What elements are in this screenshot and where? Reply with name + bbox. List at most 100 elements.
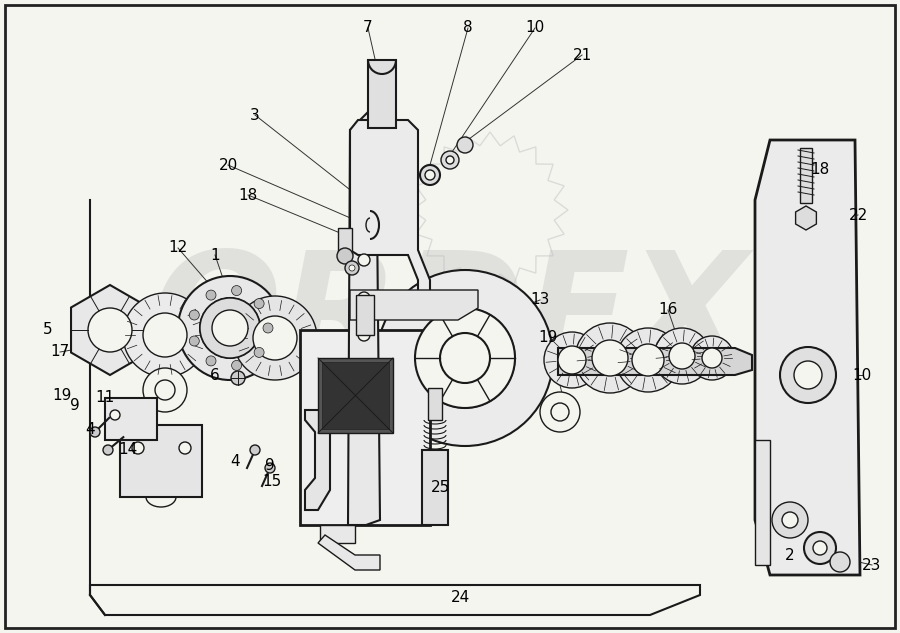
Polygon shape: [350, 120, 430, 305]
Bar: [356, 295, 374, 335]
Circle shape: [690, 336, 734, 380]
Circle shape: [178, 276, 282, 380]
Polygon shape: [71, 285, 149, 375]
Text: 9: 9: [266, 458, 274, 472]
Circle shape: [349, 265, 355, 271]
Circle shape: [263, 323, 273, 333]
Text: 4: 4: [86, 422, 94, 437]
Circle shape: [206, 290, 216, 300]
Circle shape: [254, 299, 264, 308]
Text: 21: 21: [572, 47, 591, 63]
Circle shape: [441, 151, 459, 169]
Bar: [105, 398, 157, 440]
Circle shape: [90, 427, 100, 437]
Text: 18: 18: [810, 163, 830, 177]
Circle shape: [250, 445, 260, 455]
Text: 13: 13: [530, 292, 550, 308]
Circle shape: [337, 248, 353, 264]
Circle shape: [179, 442, 191, 454]
Text: 4: 4: [230, 454, 239, 470]
Circle shape: [200, 298, 260, 358]
Circle shape: [231, 360, 241, 370]
Bar: [338, 228, 352, 256]
Circle shape: [103, 445, 113, 455]
Bar: [120, 425, 202, 497]
Circle shape: [231, 285, 241, 296]
Circle shape: [782, 512, 798, 528]
Circle shape: [233, 296, 317, 380]
Polygon shape: [796, 206, 816, 230]
Text: 1: 1: [211, 248, 220, 263]
Text: 14: 14: [119, 442, 138, 458]
Circle shape: [632, 344, 664, 376]
Text: 7: 7: [364, 20, 373, 35]
Text: 10: 10: [852, 368, 871, 382]
Circle shape: [551, 403, 569, 421]
Circle shape: [794, 361, 822, 389]
Circle shape: [231, 371, 245, 385]
Circle shape: [212, 310, 248, 346]
Polygon shape: [348, 110, 380, 525]
Circle shape: [544, 332, 600, 388]
Text: 23: 23: [862, 558, 882, 572]
Circle shape: [200, 298, 260, 358]
Polygon shape: [755, 440, 770, 565]
Circle shape: [189, 336, 199, 346]
Text: 19: 19: [52, 387, 72, 403]
Polygon shape: [755, 140, 860, 575]
Text: 5: 5: [43, 322, 53, 337]
Text: 3: 3: [250, 108, 260, 123]
Polygon shape: [558, 348, 752, 375]
Text: 16: 16: [658, 303, 678, 318]
Circle shape: [123, 293, 207, 377]
Circle shape: [830, 552, 850, 572]
Text: ORDEX: ORDEX: [152, 246, 748, 394]
Text: 11: 11: [95, 391, 114, 406]
Text: 9: 9: [70, 398, 80, 413]
Circle shape: [420, 165, 440, 185]
Circle shape: [189, 310, 199, 320]
Circle shape: [254, 348, 264, 358]
Text: 10: 10: [526, 20, 544, 35]
Text: 6: 6: [210, 368, 220, 382]
Circle shape: [669, 343, 695, 369]
Text: 20: 20: [219, 158, 238, 173]
Circle shape: [143, 313, 187, 357]
Circle shape: [702, 348, 722, 368]
Circle shape: [155, 380, 175, 400]
Circle shape: [654, 328, 710, 384]
Circle shape: [206, 356, 216, 366]
Circle shape: [143, 368, 187, 412]
Circle shape: [415, 308, 515, 408]
Text: 22: 22: [849, 208, 868, 223]
Circle shape: [772, 502, 808, 538]
Circle shape: [358, 329, 370, 341]
Circle shape: [575, 323, 645, 393]
Text: 19: 19: [538, 330, 558, 346]
Circle shape: [616, 328, 680, 392]
Polygon shape: [305, 410, 330, 510]
Circle shape: [265, 463, 275, 473]
Circle shape: [804, 532, 836, 564]
Circle shape: [88, 308, 132, 352]
Circle shape: [358, 364, 370, 376]
Polygon shape: [318, 535, 380, 570]
Circle shape: [440, 333, 490, 383]
Text: 2: 2: [785, 548, 795, 563]
Circle shape: [446, 156, 454, 164]
Text: 18: 18: [238, 187, 257, 203]
Circle shape: [345, 261, 359, 275]
Circle shape: [358, 254, 370, 266]
Bar: [422, 450, 448, 525]
Circle shape: [132, 442, 144, 454]
Circle shape: [425, 170, 435, 180]
Circle shape: [377, 270, 553, 446]
Circle shape: [558, 346, 586, 374]
Polygon shape: [350, 290, 478, 320]
Text: 24: 24: [450, 591, 470, 606]
Text: 25: 25: [430, 480, 450, 496]
Text: 17: 17: [50, 344, 69, 360]
Text: 12: 12: [168, 241, 187, 256]
Circle shape: [540, 392, 580, 432]
Circle shape: [813, 541, 827, 555]
